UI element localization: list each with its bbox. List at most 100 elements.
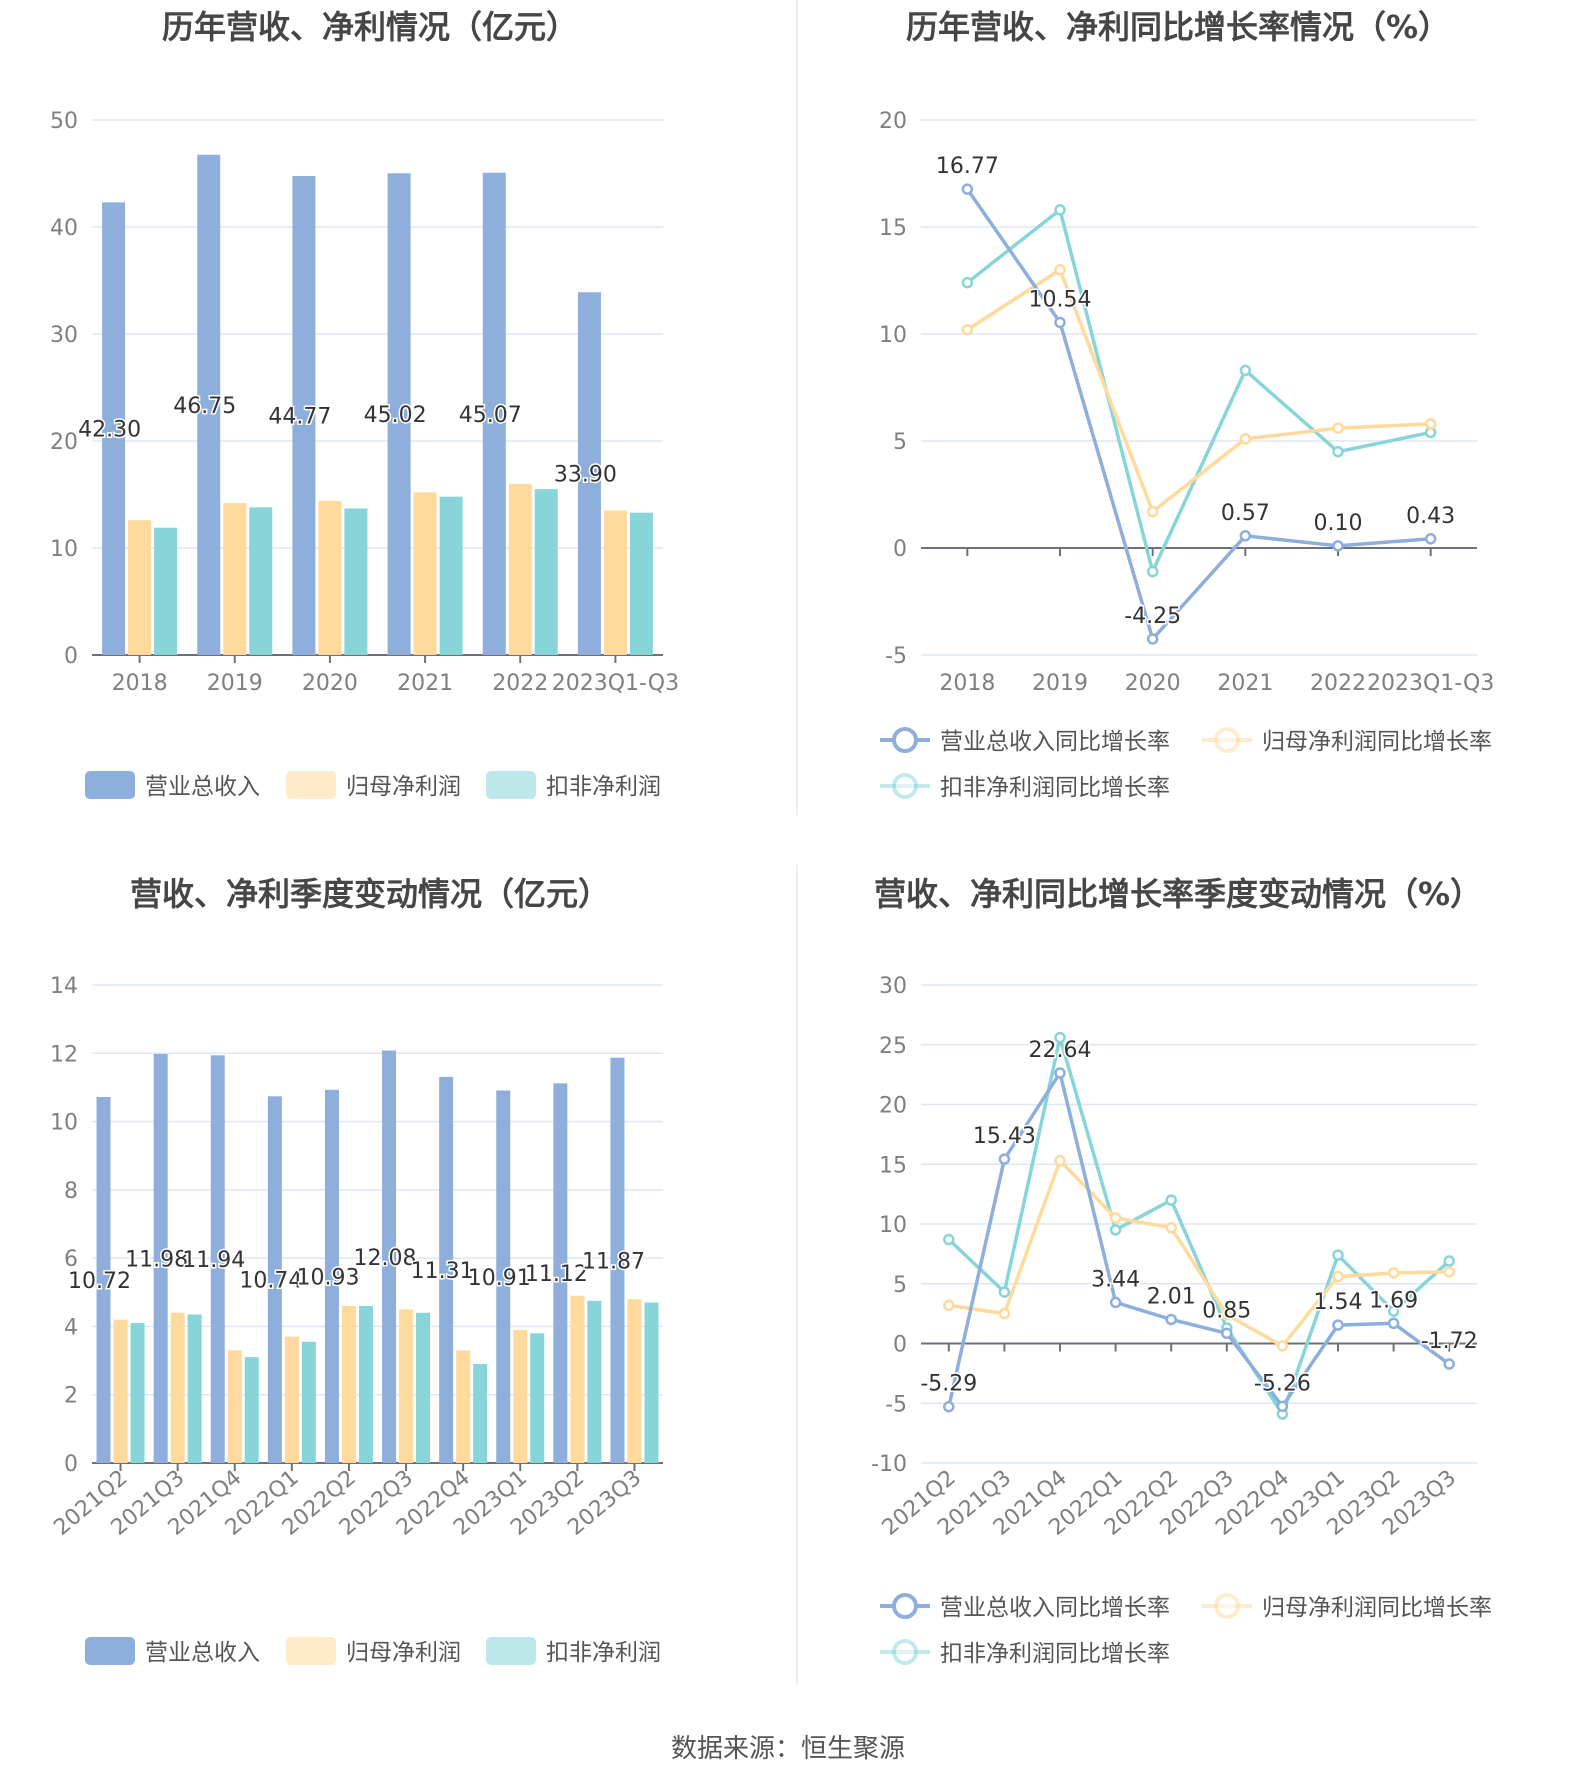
bar-net-profit <box>128 520 152 655</box>
data-label: -4.25 <box>1124 604 1181 629</box>
data-point <box>1054 316 1066 329</box>
data-point <box>1109 1212 1122 1224</box>
y-tick-label: -5 <box>885 644 907 669</box>
series-line-net-profit <box>948 1157 1450 1349</box>
legend-swatch <box>486 771 536 799</box>
legend-item[interactable]: 营业总收入同比增长率 <box>880 727 1170 755</box>
legend-item[interactable]: 营业总收入 <box>85 771 260 800</box>
bar-net-profit <box>399 1309 414 1463</box>
data-point <box>1276 1340 1289 1352</box>
bar-deducted-profit <box>587 1300 602 1463</box>
legend-item[interactable]: 归母净利润 <box>286 1637 461 1666</box>
y-tick-label: -5 <box>885 1392 907 1417</box>
data-label: -5.29 <box>920 1372 977 1397</box>
data-point <box>998 1307 1011 1320</box>
data-label: 42.30 <box>78 418 141 443</box>
y-tick-label: 6 <box>64 1247 78 1272</box>
bar-net-profit <box>456 1350 471 1463</box>
data-label: 0.43 <box>1406 504 1455 529</box>
data-label: 33.90 <box>554 463 617 488</box>
data-label: 2.01 <box>1147 1284 1196 1309</box>
legend-circle-icon <box>892 773 918 799</box>
legend-label: 归母净利润 <box>346 1640 461 1666</box>
x-tick-label: 2018 <box>939 671 995 696</box>
data-point <box>1146 565 1159 578</box>
y-tick-label: 20 <box>879 1094 907 1119</box>
data-source-footer: 数据来源：恒生聚源 <box>671 1734 905 1764</box>
legend-label: 营业总收入 <box>145 1640 260 1666</box>
data-label: 10.54 <box>1029 287 1092 312</box>
y-tick-label: 40 <box>50 216 78 241</box>
bar-deducted-profit <box>530 1333 545 1463</box>
y-tick-label: 30 <box>879 974 907 999</box>
bar-net-profit <box>284 1336 299 1463</box>
bar-deducted-profit <box>644 1302 659 1463</box>
x-tick-label: 2021 <box>397 671 453 696</box>
legend-item[interactable]: 扣非净利润 <box>486 771 661 800</box>
legend-item[interactable]: 归母净利润同比增长率 <box>1202 727 1492 755</box>
data-label: 46.75 <box>173 394 236 419</box>
data-label: 11.94 <box>182 1248 245 1273</box>
legend-item[interactable]: 归母净利润 <box>286 771 461 800</box>
data-point <box>1165 1194 1177 1206</box>
bar-revenue <box>292 175 316 655</box>
data-point <box>1239 364 1252 377</box>
legend-item[interactable]: 扣非净利润 <box>486 1637 661 1666</box>
bar-net-profit <box>513 1329 528 1463</box>
data-point <box>1332 1249 1344 1261</box>
bar-net-profit <box>508 483 532 655</box>
x-tick-label: 2019 <box>1032 671 1088 696</box>
bar-net-profit <box>223 503 247 655</box>
legend-label: 扣非净利润 <box>546 1640 661 1666</box>
y-tick-label: 0 <box>893 537 907 562</box>
data-label: 1.54 <box>1314 1290 1363 1315</box>
bar-revenue <box>96 1096 111 1463</box>
legend-label: 归母净利润同比增长率 <box>1262 1595 1492 1621</box>
legend-circle-icon <box>892 727 918 753</box>
bar-revenue <box>387 173 411 655</box>
data-label: 1.69 <box>1369 1288 1418 1313</box>
data-point <box>1443 1358 1455 1370</box>
bar-deducted-profit <box>629 512 653 655</box>
data-point <box>1054 264 1066 276</box>
legend-swatch <box>486 1637 536 1665</box>
y-tick-label: 10 <box>879 1213 907 1238</box>
bar-deducted-profit <box>534 489 558 655</box>
legend-swatch <box>286 771 336 799</box>
legend-item[interactable]: 扣非净利润同比增长率 <box>880 773 1170 801</box>
bar-revenue <box>553 1083 568 1463</box>
data-point <box>1239 433 1252 445</box>
x-tick-label: 2018 <box>112 671 168 696</box>
legend-label: 归母净利润同比增长率 <box>1262 729 1492 755</box>
legend-swatch <box>85 771 135 799</box>
legend-item[interactable]: 营业总收入同比增长率 <box>880 1593 1170 1621</box>
data-label: 0.57 <box>1221 501 1270 526</box>
data-point <box>1387 1305 1400 1317</box>
legend-label: 扣非净利润同比增长率 <box>940 775 1170 801</box>
y-tick-label: 50 <box>50 109 78 134</box>
bar-revenue <box>577 292 601 655</box>
y-tick-label: 0 <box>64 644 78 669</box>
bar-revenue <box>267 1096 282 1463</box>
y-tick-label: 10 <box>50 537 78 562</box>
data-point <box>1109 1224 1122 1236</box>
legend-label: 营业总收入同比增长率 <box>940 729 1170 755</box>
y-tick-label: 4 <box>64 1315 78 1340</box>
legend-item[interactable]: 归母净利润同比增长率 <box>1202 1593 1492 1621</box>
data-point <box>1054 1067 1066 1079</box>
data-point <box>1443 1255 1455 1267</box>
data-label: 11.31 <box>411 1259 474 1284</box>
x-tick-label: 2023Q1-Q3 <box>1367 671 1494 696</box>
legend-item[interactable]: 扣非净利润同比增长率 <box>880 1639 1170 1667</box>
bar-revenue <box>102 202 126 655</box>
data-point <box>1054 204 1066 216</box>
data-point <box>1165 1221 1177 1234</box>
data-point <box>998 1286 1011 1298</box>
bar-revenue <box>439 1076 454 1463</box>
legend-circle-icon <box>1214 727 1240 753</box>
data-label: 12.08 <box>354 1246 417 1271</box>
quarterly-growth-chart: -10-50510152025302021Q22021Q32021Q42022Q… <box>871 974 1492 1667</box>
legend-item[interactable]: 营业总收入 <box>85 1637 260 1666</box>
data-point <box>1443 1266 1455 1278</box>
legend-label: 营业总收入 <box>145 774 260 800</box>
